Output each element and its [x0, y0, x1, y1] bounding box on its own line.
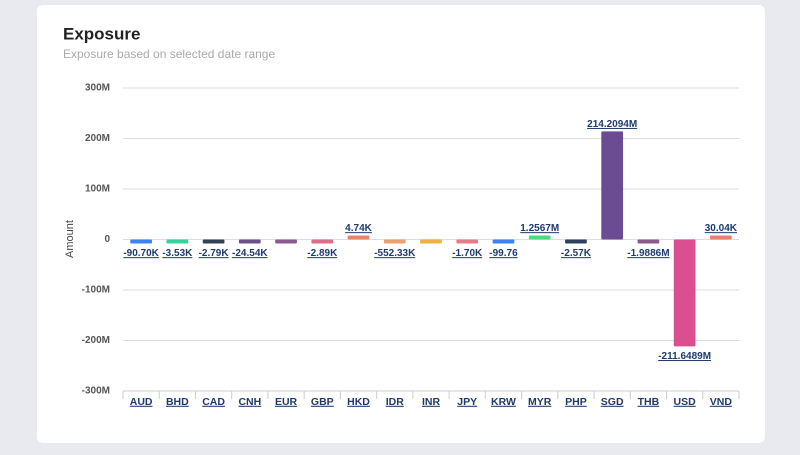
value-label: -552.33K — [374, 248, 416, 259]
bar — [673, 239, 696, 347]
bar — [637, 239, 660, 244]
x-tick-label: PHP — [565, 396, 587, 408]
bar — [710, 235, 732, 240]
value-label: -211.6489M — [658, 351, 711, 362]
y-tick-label: -200M — [82, 335, 110, 346]
chart-title: Exposure — [63, 24, 140, 43]
bar — [130, 239, 152, 244]
y-tick-label: -300M — [82, 386, 110, 397]
y-tick-label: 200M — [85, 133, 110, 144]
x-tick-label: JPY — [457, 396, 477, 408]
y-tick-label: -100M — [82, 285, 110, 296]
value-label: -2.57K — [561, 248, 592, 259]
x-tick-label: AUD — [130, 396, 153, 408]
bar — [383, 239, 406, 244]
value-label: 214.2094M — [587, 119, 637, 130]
bar — [420, 239, 442, 244]
value-label: 1.2567M — [520, 223, 559, 234]
x-tick-label: GBP — [311, 396, 334, 408]
bar — [238, 239, 261, 244]
bar — [456, 239, 479, 244]
chart-subtitle: Exposure based on selected date range — [63, 47, 275, 61]
value-label: -3.53K — [162, 248, 193, 259]
card — [37, 5, 765, 443]
bar — [311, 239, 334, 244]
value-label: -1.70K — [452, 248, 483, 259]
x-tick-label: USD — [674, 396, 697, 408]
bar — [565, 239, 587, 244]
value-label: -99.76 — [489, 248, 518, 259]
value-label: -24.54K — [232, 248, 268, 259]
y-tick-label: 0 — [104, 234, 110, 245]
x-tick-label: MYR — [528, 396, 552, 408]
bar — [347, 235, 370, 240]
x-tick-label: THB — [638, 396, 660, 408]
x-tick-label: KRW — [491, 396, 516, 408]
x-tick-label: CAD — [202, 396, 225, 408]
x-tick-label: INR — [422, 396, 441, 408]
value-label: -2.79K — [199, 248, 230, 259]
x-tick-label: VND — [710, 396, 733, 408]
bar — [601, 131, 624, 240]
value-label: 30.04K — [705, 223, 738, 234]
x-tick-label: EUR — [275, 396, 298, 408]
value-label: 4.74K — [345, 223, 372, 234]
bar — [528, 235, 551, 240]
x-tick-label: BHD — [166, 396, 189, 408]
value-label: -1.9886M — [627, 248, 669, 259]
x-tick-label: CNH — [238, 396, 261, 408]
value-label: -90.70K — [123, 248, 159, 259]
bar — [202, 239, 225, 244]
x-tick-label: HKD — [347, 396, 370, 408]
y-tick-label: 300M — [85, 83, 110, 94]
x-tick-label: IDR — [386, 396, 405, 408]
bar — [492, 239, 515, 244]
bar — [275, 239, 297, 244]
y-tick-label: 100M — [85, 184, 110, 195]
x-tick-label: SGD — [601, 396, 624, 408]
y-axis-label: Amount — [64, 220, 76, 258]
bar — [166, 239, 189, 244]
value-label: -2.89K — [307, 248, 338, 259]
